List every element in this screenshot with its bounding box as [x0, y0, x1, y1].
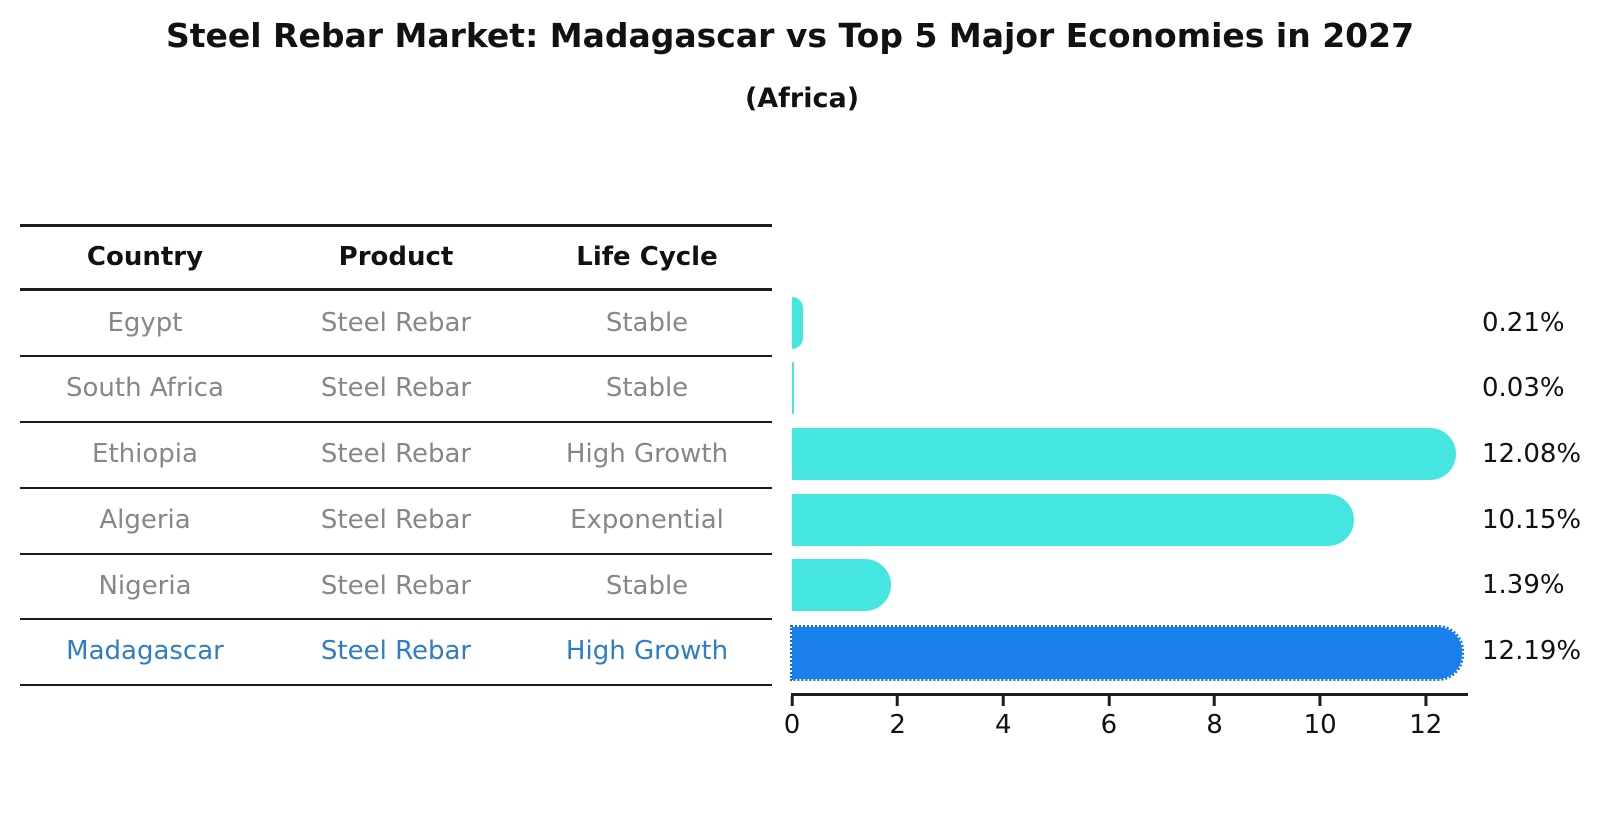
bar-ethiopia [792, 428, 1456, 480]
tick-mark [1212, 696, 1216, 706]
country-cell: South Africa [66, 373, 224, 403]
tick-mark [1107, 696, 1111, 706]
life-cycle-cell: High Growth [565, 636, 729, 666]
x-axis-tick: 2 [889, 696, 906, 740]
tick-mark [790, 696, 794, 706]
column-header-country: Country [86, 242, 204, 272]
value-label: 12.19% [1482, 636, 1582, 666]
x-axis-tick-label: 2 [889, 710, 906, 740]
value-label: 12.08% [1482, 439, 1582, 469]
product-cell: Steel Rebar [320, 571, 472, 601]
product-cell: Steel Rebar [320, 308, 472, 338]
tick-mark [896, 696, 900, 706]
x-axis-tick-label: 4 [994, 710, 1012, 740]
product-cell: Steel Rebar [320, 373, 472, 403]
x-axis-tick: 10 [1304, 696, 1337, 740]
tick-mark [1001, 696, 1005, 706]
table-rule [20, 487, 772, 489]
table-row: Ethiopia Steel Rebar High Growth [20, 421, 772, 487]
life-cycle-cell: High Growth [565, 439, 729, 469]
x-axis-tick: 8 [1206, 696, 1223, 740]
tick-mark [1318, 696, 1322, 706]
table-row: South Africa Steel Rebar Stable [20, 355, 772, 421]
bar-egypt [792, 297, 804, 349]
value-label: 10.15% [1482, 505, 1582, 535]
value-label: 0.03% [1482, 373, 1565, 403]
x-axis-tick: 4 [995, 696, 1012, 740]
table-row: Egypt Steel Rebar Stable [20, 290, 772, 356]
table-rule [20, 618, 772, 620]
value-label: 1.39% [1482, 570, 1565, 600]
x-axis-tick-label: 12 [1409, 710, 1443, 740]
product-cell: Steel Rebar [320, 439, 472, 469]
table-rule [20, 553, 772, 555]
country-cell: Madagascar [66, 636, 224, 666]
x-axis-tick: 0 [783, 696, 801, 740]
table-rule [20, 684, 772, 686]
table-rule [20, 224, 772, 227]
country-cell: Nigeria [98, 571, 192, 601]
table-rule [20, 421, 772, 423]
life-cycle-cell: Stable [605, 373, 689, 403]
bar-nigeria [792, 559, 892, 611]
column-header-life-cycle: Life Cycle [576, 242, 718, 272]
x-axis-tick: 6 [1100, 696, 1118, 740]
x-axis-tick-label: 10 [1303, 710, 1337, 740]
tick-mark [1424, 696, 1428, 706]
table-row: Madagascar Steel Rebar High Growth [20, 618, 772, 684]
table-header-row: Country Product Life Cycle [20, 224, 772, 290]
x-axis-tick-label: 0 [783, 710, 801, 740]
column-header-product: Product [338, 242, 454, 272]
product-cell: Steel Rebar [320, 636, 472, 666]
x-axis-tick-label: 8 [1206, 710, 1223, 740]
life-cycle-cell: Exponential [570, 505, 724, 535]
x-axis-line [791, 693, 1468, 696]
bar-madagascar [790, 625, 1464, 681]
table-rule [20, 355, 772, 357]
country-cell: Algeria [99, 505, 191, 535]
bar-south-africa [792, 362, 794, 414]
chart-subtitle: (Africa) [744, 83, 860, 114]
country-cell: Ethiopia [92, 439, 198, 469]
life-cycle-cell: Stable [605, 308, 689, 338]
table-rule [20, 288, 772, 291]
table-row: Algeria Steel Rebar Exponential [20, 487, 772, 553]
bar-algeria [792, 494, 1355, 546]
x-axis-tick-label: 6 [1100, 710, 1118, 740]
table-row: Nigeria Steel Rebar Stable [20, 553, 772, 619]
chart-title: Steel Rebar Market: Madagascar vs Top 5 … [165, 16, 1415, 55]
life-cycle-cell: Stable [605, 571, 689, 601]
product-cell: Steel Rebar [320, 505, 472, 535]
country-cell: Egypt [107, 308, 183, 338]
value-label: 0.21% [1482, 308, 1565, 338]
x-axis-tick: 12 [1409, 696, 1442, 740]
